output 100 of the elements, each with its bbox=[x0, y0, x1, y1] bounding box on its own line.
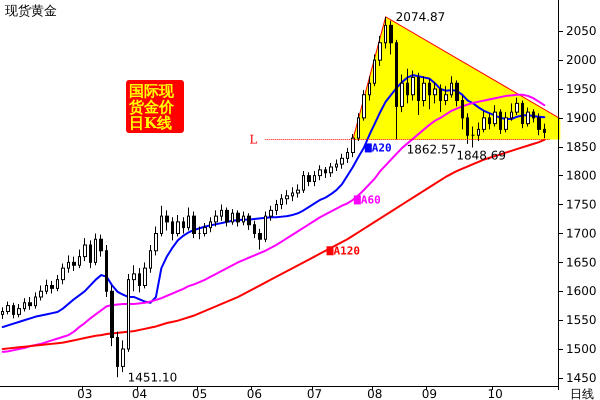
y-tick-label: 1500 bbox=[566, 342, 597, 356]
candlestick bbox=[23, 298, 26, 312]
candlestick bbox=[94, 232, 97, 266]
candlestick bbox=[384, 16, 387, 50]
y-tick-label: 1750 bbox=[566, 198, 597, 212]
candlestick bbox=[253, 220, 256, 239]
ref-line-label: L bbox=[249, 132, 258, 147]
candlestick bbox=[373, 54, 376, 87]
candlestick bbox=[499, 108, 502, 135]
candlestick bbox=[171, 216, 174, 241]
candlestick bbox=[160, 205, 163, 237]
candlestick bbox=[395, 39, 398, 140]
text: 日线 bbox=[570, 387, 594, 400]
candlestick bbox=[428, 78, 431, 110]
candlestick bbox=[6, 301, 10, 315]
candlestick bbox=[275, 199, 278, 216]
candlestick bbox=[515, 97, 519, 116]
candlestick bbox=[362, 90, 366, 122]
candlestick bbox=[313, 170, 316, 187]
candlestick bbox=[291, 186, 294, 202]
candlestick bbox=[357, 112, 360, 142]
candlestick bbox=[537, 112, 541, 136]
candlestick bbox=[12, 302, 15, 319]
series-label: A60 bbox=[360, 193, 381, 206]
annotation: 国际现货金价日K线 bbox=[128, 82, 175, 132]
candlestick bbox=[433, 82, 437, 104]
candlestick bbox=[307, 172, 311, 187]
candlestick bbox=[346, 147, 349, 164]
candlestick bbox=[439, 84, 442, 113]
candlestick bbox=[203, 222, 207, 237]
candlestick bbox=[28, 296, 32, 310]
line-series bbox=[2, 74, 546, 328]
candlestick bbox=[198, 226, 201, 240]
candlestick bbox=[99, 234, 103, 258]
candlestick bbox=[466, 112, 469, 144]
candlestick bbox=[285, 190, 289, 206]
candlestick bbox=[477, 122, 480, 142]
candlestick bbox=[389, 20, 393, 55]
candlestick bbox=[543, 123, 546, 139]
candlestick bbox=[411, 70, 415, 102]
candlestick bbox=[39, 284, 43, 301]
candlestick bbox=[417, 72, 420, 116]
candlestick bbox=[45, 279, 48, 295]
candlestick bbox=[78, 249, 81, 269]
candlestick bbox=[488, 112, 491, 130]
candlestick bbox=[444, 86, 448, 106]
candlestick bbox=[368, 76, 371, 102]
candlestick bbox=[318, 164, 322, 181]
candlestick bbox=[461, 95, 464, 130]
x-tick-label: 09 bbox=[422, 387, 438, 400]
series-label: A20 bbox=[372, 141, 392, 154]
y-tick-label: 1600 bbox=[566, 284, 597, 298]
candlestick bbox=[192, 210, 196, 239]
candlestick bbox=[187, 206, 190, 232]
candlestick bbox=[242, 210, 245, 226]
annotation: 2074.87 bbox=[396, 10, 446, 24]
x-tick-label: 03 bbox=[77, 387, 92, 400]
candlestick bbox=[532, 108, 535, 124]
y-tick-label: 1450 bbox=[566, 370, 597, 385]
candlestick bbox=[302, 170, 305, 194]
candlestick bbox=[225, 206, 229, 228]
y-tick-label: 1900 bbox=[566, 110, 597, 125]
candlestick bbox=[132, 264, 136, 292]
candlestick bbox=[34, 292, 37, 310]
candlestick bbox=[209, 216, 212, 233]
chart-title: 现货黄金 bbox=[5, 4, 57, 19]
annotation: 1862.57 bbox=[406, 142, 456, 157]
candlestick bbox=[521, 100, 524, 129]
point bbox=[326, 246, 334, 256]
candlestick bbox=[329, 162, 333, 178]
annotation: 1451.10 bbox=[128, 370, 178, 384]
y-tick-label: 2050 bbox=[566, 24, 597, 38]
candlestick bbox=[324, 166, 327, 178]
x-tick-label: 07 bbox=[306, 387, 322, 400]
candlestick bbox=[121, 340, 125, 373]
candlestick bbox=[127, 273, 130, 352]
candlestick bbox=[220, 204, 223, 222]
candlestick bbox=[116, 331, 119, 378]
candlestick bbox=[351, 134, 355, 158]
candlestick bbox=[143, 262, 147, 289]
x-tick-label: 06 bbox=[246, 387, 262, 400]
candlestick bbox=[176, 214, 180, 237]
candlestick bbox=[182, 216, 185, 234]
candlestick bbox=[50, 280, 54, 294]
series-label: A120 bbox=[334, 244, 360, 258]
candlestick bbox=[149, 244, 152, 274]
candlestick bbox=[89, 240, 92, 269]
candlestick bbox=[406, 68, 409, 104]
x-tick-label: 04 bbox=[132, 387, 148, 400]
candlestick bbox=[56, 274, 59, 292]
candlestick bbox=[247, 212, 251, 230]
candlestick bbox=[400, 74, 404, 113]
candlestick bbox=[17, 303, 21, 318]
y-tick-label: 1850 bbox=[566, 140, 597, 154]
candlestick bbox=[165, 210, 169, 232]
candlestick bbox=[138, 268, 141, 293]
candlestick bbox=[422, 76, 426, 107]
y-tick-label: 1650 bbox=[566, 255, 597, 270]
candlestick bbox=[83, 238, 87, 262]
candlestick bbox=[296, 184, 300, 198]
